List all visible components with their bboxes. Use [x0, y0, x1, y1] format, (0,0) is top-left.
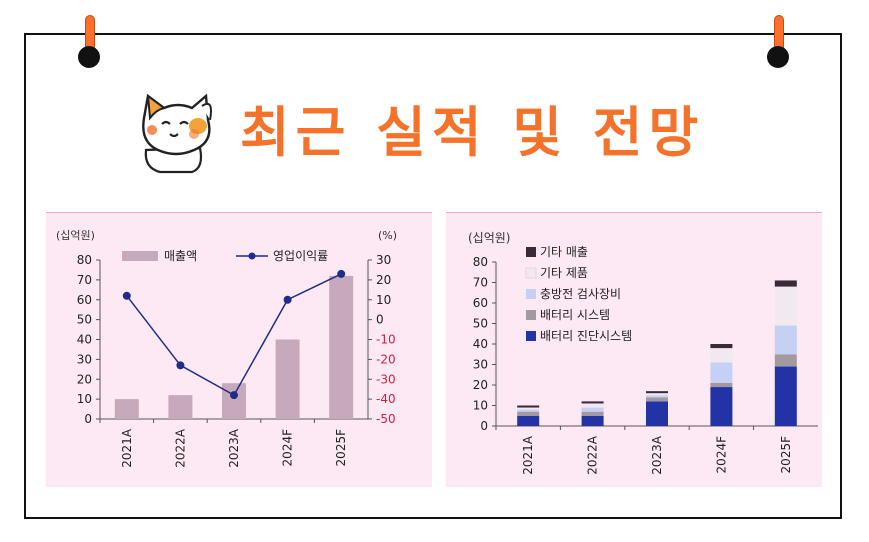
y-tick-label: 30: [77, 352, 92, 366]
y-tick-label: 70: [473, 276, 488, 290]
x-tick-label: 2025F: [334, 429, 348, 467]
y2-tick-label: 0: [376, 313, 384, 327]
legend-label: 기타 매출: [540, 245, 588, 259]
y-tick-label: 40: [473, 337, 488, 351]
left-ring-icon: [78, 46, 100, 68]
bar-segment-2023A-4: [646, 391, 668, 394]
x-tick-label: 2023A: [650, 435, 664, 475]
y2-tick-label: -10: [376, 333, 396, 347]
y2-axis-label: (%): [378, 229, 397, 242]
bar-segment-2024F-1: [710, 382, 733, 388]
x-tick-label: 2023A: [227, 428, 241, 468]
bar-segment-2025F-0: [774, 366, 797, 426]
bar-segment-2024F-3: [710, 348, 733, 363]
bar-revenue-2022A: [168, 395, 193, 419]
legend-label: 충방전 검사장비: [540, 287, 621, 301]
margin-point-2023A: [230, 391, 238, 400]
x-tick-label: 2024F: [281, 429, 295, 467]
cat-mascot-icon: [142, 93, 212, 174]
bar-segment-2021A-3: [517, 407, 540, 410]
margin-point-2021A: [122, 291, 131, 300]
y-tick-label: 70: [77, 273, 92, 287]
y2-tick-label: 30: [376, 253, 391, 267]
legend-label: 배터리 진단시스템: [540, 329, 632, 343]
margin-point-2024F: [283, 295, 292, 304]
y-tick-label: 60: [473, 296, 488, 310]
y-tick-label: 80: [77, 253, 92, 267]
y-tick-label: 20: [473, 378, 488, 392]
bar-segment-2021A-0: [517, 415, 540, 426]
legend: 매출액 영업이익률: [122, 249, 328, 263]
x-tick-label: 2021A: [120, 428, 134, 468]
y2-tick-label: 10: [376, 293, 391, 307]
y-tick-label: 50: [473, 317, 488, 331]
x-tick-label: 2022A: [173, 428, 187, 468]
y-tick-label: 10: [473, 399, 488, 413]
legend-label: 배터리 시스템: [540, 308, 610, 322]
legend-swatch-revenue: [122, 251, 158, 261]
legend-label-revenue: 매출액: [164, 249, 197, 263]
legend-label-margin: 영업이익률: [273, 249, 328, 263]
bar-segment-2021A-2: [517, 409, 540, 412]
bar-segment-2022A-2: [581, 407, 604, 412]
y-tick-label: 0: [480, 419, 488, 433]
bar-segment-2025F-2: [774, 325, 797, 355]
y2-tick-label: -40: [376, 392, 396, 406]
margin-point-2022A: [176, 361, 185, 370]
y-tick-label: 40: [77, 333, 92, 347]
y-tick-label: 80: [473, 255, 488, 269]
y2-tick-label: -50: [376, 412, 396, 426]
bar-segment-2024F-0: [710, 387, 733, 426]
bar-revenue-2021A: [114, 399, 139, 419]
y2-tick-label: -30: [376, 372, 396, 386]
y-tick-label: 50: [77, 313, 92, 327]
bar-segment-2025F-4: [774, 280, 797, 287]
bar-segment-2022A-0: [581, 415, 604, 426]
bar-segment-2022A-3: [581, 403, 604, 408]
bar-segment-2025F-1: [774, 354, 797, 367]
legend-swatch: [526, 289, 536, 299]
y-axis-label: (십억원): [468, 231, 510, 245]
legend-swatch: [526, 247, 536, 257]
margin-point-2025F: [337, 269, 346, 278]
bar-segment-2023A-1: [646, 397, 668, 402]
bar-segment-2024F-2: [710, 362, 733, 383]
x-tick-label: 2025F: [779, 436, 793, 474]
revenue-margin-chart: (십억원) (%) 매출액 영업이익률 0 10 20 30 40 50 60 70 80 30 2…: [56, 229, 397, 468]
y-axis-label: (십억원): [56, 229, 95, 242]
x-tick-label: 2022A: [586, 435, 600, 475]
y-tick-label: 30: [473, 358, 488, 372]
x-tick-label: 2024F: [714, 436, 728, 474]
legend-swatch: [526, 331, 536, 341]
y2-tick-label: -20: [376, 352, 396, 366]
segment-chart-panel: [446, 212, 822, 487]
bar-segment-2023A-2: [646, 395, 668, 398]
bar-segment-2023A-3: [646, 393, 668, 396]
y-tick-label: 60: [77, 293, 92, 307]
bar-segment-2025F-3: [774, 286, 797, 326]
x-tick-label: 2021A: [521, 435, 535, 475]
legend-swatch: [526, 310, 536, 320]
bar-segment-2024F-4: [710, 344, 733, 349]
bar-segment-2022A-1: [581, 411, 604, 416]
page-title: 최근 실적 및 전망: [240, 101, 705, 164]
bar-revenue-2023A: [222, 383, 246, 419]
legend-swatch: [525, 267, 537, 279]
bar-segment-2022A-4: [581, 401, 604, 404]
y-tick-label: 0: [84, 412, 92, 426]
bar-revenue-2024F: [275, 339, 300, 419]
y-tick-label: 10: [77, 392, 92, 406]
y-tick-label: 20: [77, 372, 92, 386]
bar-segment-2021A-1: [517, 411, 540, 416]
right-ring-icon: [767, 46, 789, 68]
bar-segment-2021A-4: [517, 405, 540, 408]
bar-segment-2023A-0: [646, 401, 668, 426]
y2-tick-label: 20: [376, 273, 391, 287]
bar-revenue-2025F: [329, 275, 354, 419]
legend-marker-margin: [248, 252, 256, 260]
legend-label: 기타 제품: [540, 266, 588, 280]
margin-series-line: [126, 273, 342, 397]
